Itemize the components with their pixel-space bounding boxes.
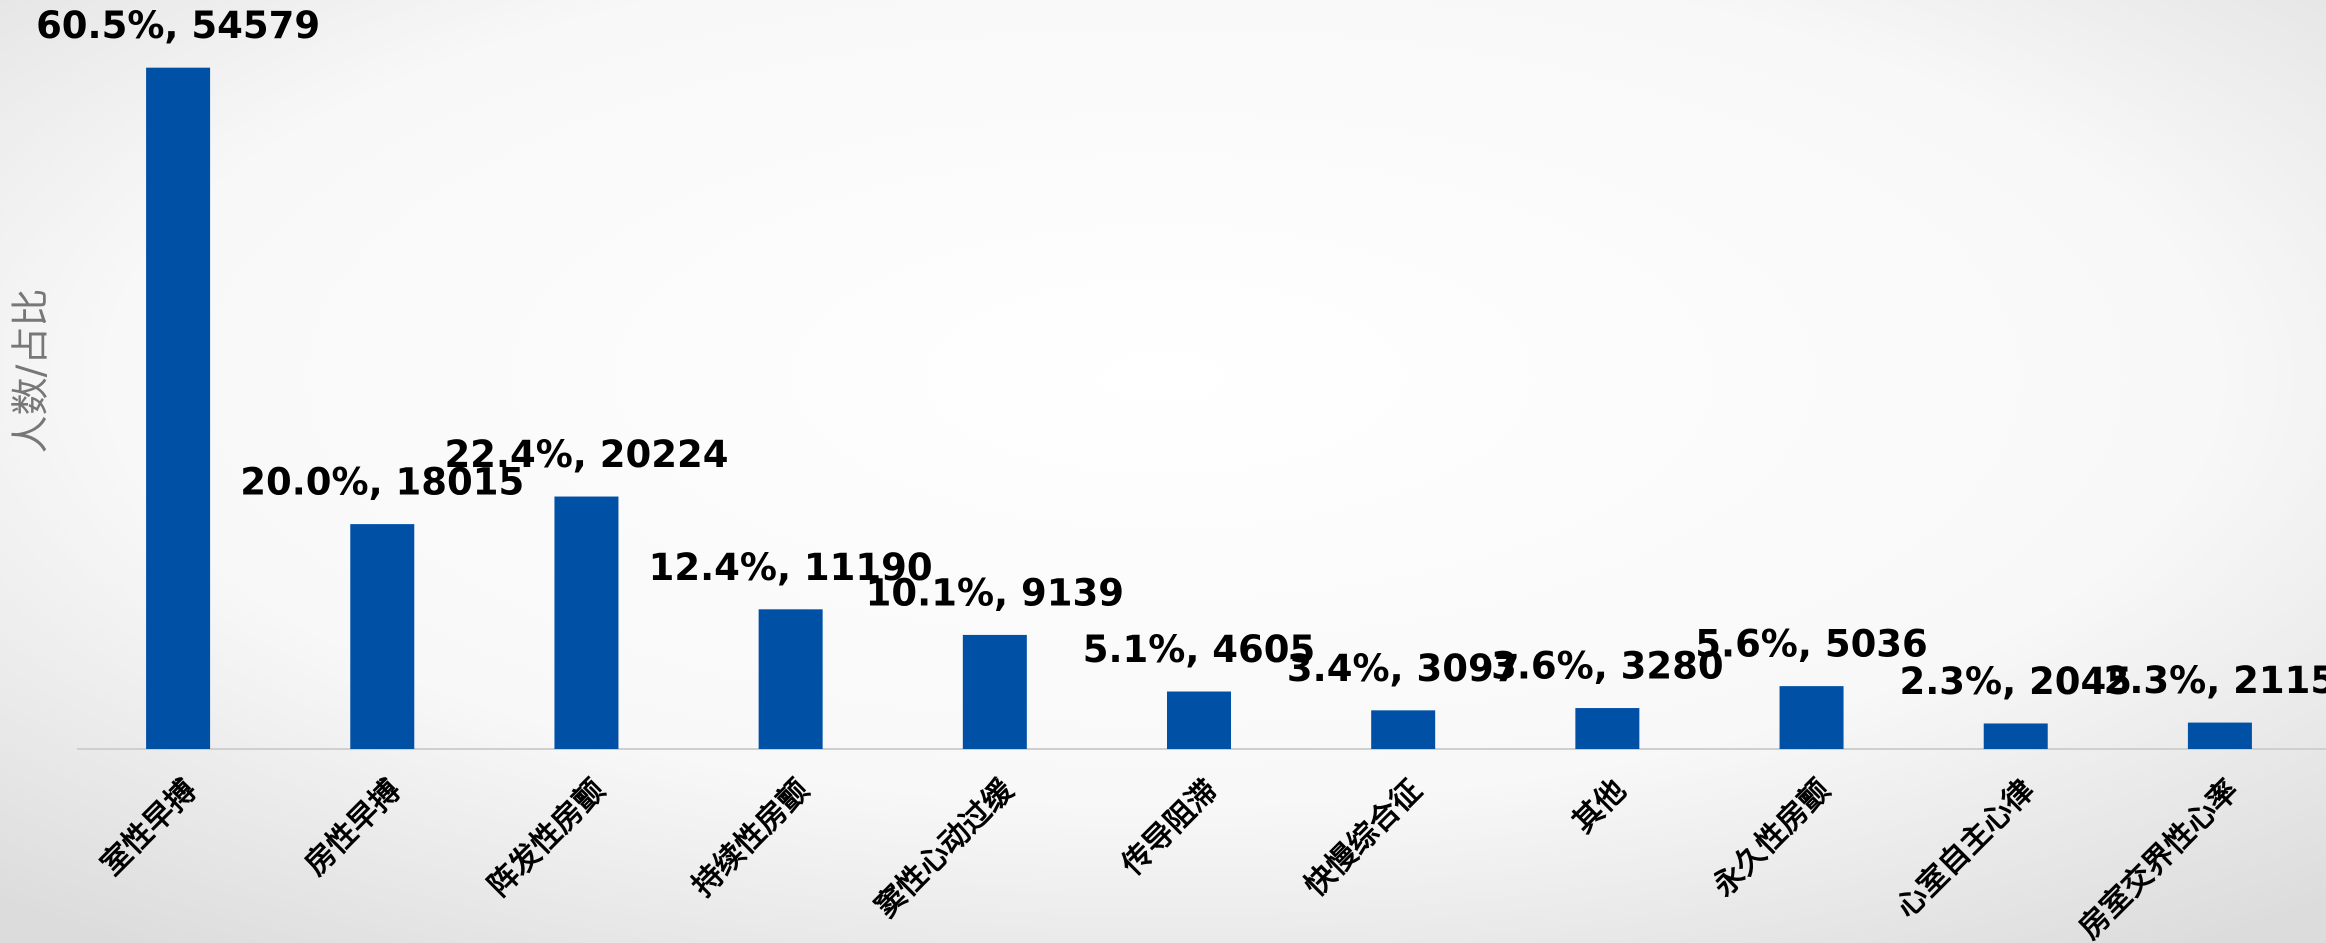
data-label: 60.5%, 54579 xyxy=(36,4,320,47)
data-label: 12.4%, 11190 xyxy=(649,546,933,589)
bar xyxy=(2187,722,2252,749)
bar xyxy=(1371,710,1436,749)
data-label: 2.3%, 2045 xyxy=(1899,660,2132,703)
data-label: 5.6%, 5036 xyxy=(1695,623,1928,666)
bar xyxy=(1575,708,1640,749)
data-label: 3.4%, 3097 xyxy=(1287,647,1520,690)
data-label: 22.4%, 20224 xyxy=(444,433,728,476)
data-label: 20.0%, 18015 xyxy=(240,461,524,504)
bar xyxy=(758,609,823,749)
data-label: 2.3%, 2115 xyxy=(2104,659,2326,702)
bar xyxy=(1983,723,2048,749)
data-label: 10.1%, 9139 xyxy=(866,571,1124,614)
bar xyxy=(1779,686,1844,749)
data-label: 3.6%, 3280 xyxy=(1491,645,1724,688)
bar xyxy=(146,67,211,750)
bar xyxy=(350,524,415,749)
y-axis-label: 人数/占比 xyxy=(9,289,53,454)
bar xyxy=(962,634,1027,749)
bar xyxy=(1167,691,1231,749)
data-label: 5.1%, 4605 xyxy=(1083,628,1316,671)
bar xyxy=(554,496,619,749)
